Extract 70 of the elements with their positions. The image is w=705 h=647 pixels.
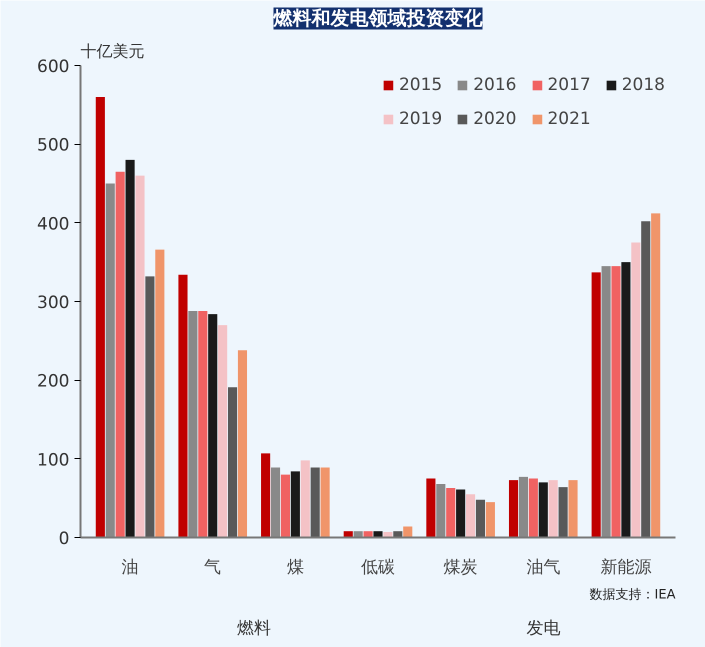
bar <box>116 172 125 538</box>
bar <box>592 272 601 538</box>
bar <box>280 474 290 538</box>
bar <box>602 266 611 538</box>
bar <box>218 325 228 538</box>
bar <box>208 314 218 538</box>
legend-label: 2020 <box>473 109 516 129</box>
bar <box>508 480 518 538</box>
bar <box>270 467 280 538</box>
x-tick-label: 低碳 <box>361 558 395 578</box>
y-tick-label: 300 <box>37 293 70 313</box>
bar <box>155 250 164 538</box>
legend-label: 2019 <box>398 109 442 129</box>
legend-label: 2018 <box>622 75 665 95</box>
x-tick-label: 煤炭 <box>444 558 478 578</box>
bar <box>344 531 353 538</box>
bar <box>310 467 320 538</box>
x-tick-label: 新能源 <box>600 558 652 578</box>
bar <box>106 184 115 538</box>
bar <box>403 526 412 538</box>
legend-label: 2016 <box>473 75 516 95</box>
bar <box>320 467 330 538</box>
bar <box>290 471 300 538</box>
bar <box>558 487 568 538</box>
y-tick-label: 500 <box>37 136 70 156</box>
bar <box>126 160 135 538</box>
bar <box>261 453 270 538</box>
y-tick-label: 0 <box>58 529 70 549</box>
bar <box>135 176 145 538</box>
bar <box>238 350 248 538</box>
bar <box>631 242 640 538</box>
bar <box>436 484 446 538</box>
legend-label: 2021 <box>547 109 591 129</box>
bar <box>145 276 154 538</box>
bar <box>548 480 558 538</box>
bar <box>188 310 198 538</box>
chart-title: 燃料和发电领域投资变化 <box>272 8 484 30</box>
bar <box>300 460 310 538</box>
bar <box>446 488 456 538</box>
y-tick-label: 400 <box>37 214 70 234</box>
bar <box>538 482 548 538</box>
legend-label: 2015 <box>398 75 442 95</box>
bar <box>466 494 476 538</box>
y-tick-label: 600 <box>37 57 70 77</box>
y-tick-label: 100 <box>37 450 70 470</box>
bar <box>611 266 621 538</box>
bar <box>178 274 188 538</box>
x-tick-label: 煤 <box>286 558 304 578</box>
bar <box>518 476 528 538</box>
bar <box>621 262 630 538</box>
text: 数据支持：IEA <box>590 588 676 602</box>
bar <box>641 221 650 538</box>
bar <box>476 500 486 538</box>
y-axis-title: 十亿美元 <box>80 42 144 60</box>
bar <box>486 502 495 538</box>
text: 燃料 <box>237 618 272 638</box>
bar <box>426 478 436 538</box>
x-tick-label: 油 <box>122 558 139 578</box>
text: 发电 <box>526 618 560 638</box>
bar <box>228 387 238 538</box>
bar <box>568 480 578 538</box>
x-tick-label: 油气 <box>526 558 560 578</box>
bar <box>456 490 466 538</box>
x-tick-label: 气 <box>204 558 222 578</box>
bar <box>528 478 538 538</box>
y-tick-label: 200 <box>37 372 70 392</box>
bar <box>96 96 105 538</box>
bar <box>198 310 208 538</box>
legend-label: 2017 <box>547 75 591 95</box>
bar <box>651 213 660 538</box>
